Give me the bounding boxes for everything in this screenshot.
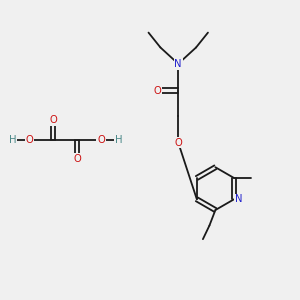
Text: N: N [235,194,242,204]
Text: H: H [115,135,122,145]
Text: N: N [175,59,182,69]
Text: H: H [9,135,16,145]
Text: O: O [174,138,182,148]
Text: O: O [154,85,161,96]
Text: O: O [26,135,34,145]
Text: O: O [73,154,81,164]
Text: O: O [50,115,57,125]
Text: O: O [97,135,105,145]
